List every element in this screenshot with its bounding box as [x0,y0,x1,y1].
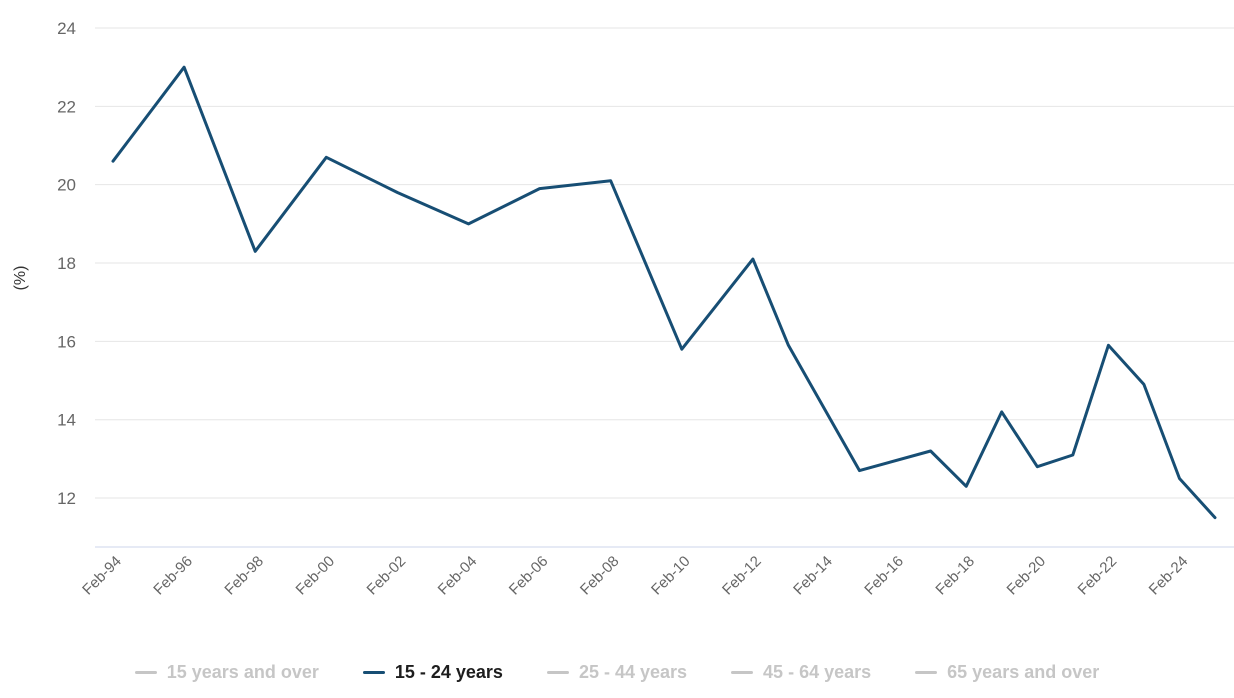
y-tick-label: 14 [57,411,76,430]
legend-item-45-64-years[interactable]: 45 - 64 years [731,662,871,683]
y-tick-label: 12 [57,489,76,508]
legend-item-15-24-years[interactable]: 15 - 24 years [362,661,503,683]
x-tick-label: Feb-98 [221,553,267,599]
legend-label: 45 - 64 years [763,661,872,682]
y-tick-label: 18 [57,254,76,273]
legend-dash-icon [915,670,938,674]
legend-dash-icon [362,670,385,674]
y-tick-label: 20 [57,176,76,195]
x-tick-label: Feb-94 [79,553,125,599]
x-tick-label: Feb-24 [1146,553,1192,599]
x-tick-label: Feb-16 [861,553,907,599]
y-tick-label: 24 [57,19,76,38]
legend-dash-icon [546,670,569,674]
y-tick-label: 22 [57,97,76,116]
y-tick-label: 16 [57,332,76,351]
series-line-15-24-years [111,65,1217,520]
x-tick-label: Feb-10 [648,553,694,599]
x-tick-label: Feb-02 [364,553,410,599]
legend-label: 15 - 24 years [394,661,503,682]
legend-label: 15 years and over [166,661,319,682]
legend-label: 65 years and over [947,661,1100,682]
x-tick-label: Feb-96 [150,553,196,599]
chart-legend: 15 years and over 15 - 24 years 25 - 44 ye… [0,657,1234,687]
legend-item-25-44-years[interactable]: 25 - 44 years [546,661,688,683]
x-tick-label: Feb-06 [506,553,552,599]
x-tick-label: Feb-12 [719,553,765,599]
x-tick-label: Feb-00 [292,553,338,599]
x-tick-label: Feb-14 [790,553,836,599]
legend-label: 25 - 44 years [578,661,688,682]
legend-item-15-years-and-over[interactable]: 15 years and over [134,661,319,683]
y-axis-title: (%) [12,266,29,291]
x-tick-label: Feb-20 [1003,553,1049,599]
x-tick-label: Feb-22 [1075,553,1121,599]
x-tick-label: Feb-08 [577,553,623,599]
legend-dash-icon [731,670,754,674]
legend-dash-icon [134,670,157,674]
x-tick-label: Feb-04 [435,553,481,599]
x-tick-label: Feb-18 [932,553,978,599]
legend-item-65-years-and-over[interactable]: 65 years and over [915,662,1099,683]
